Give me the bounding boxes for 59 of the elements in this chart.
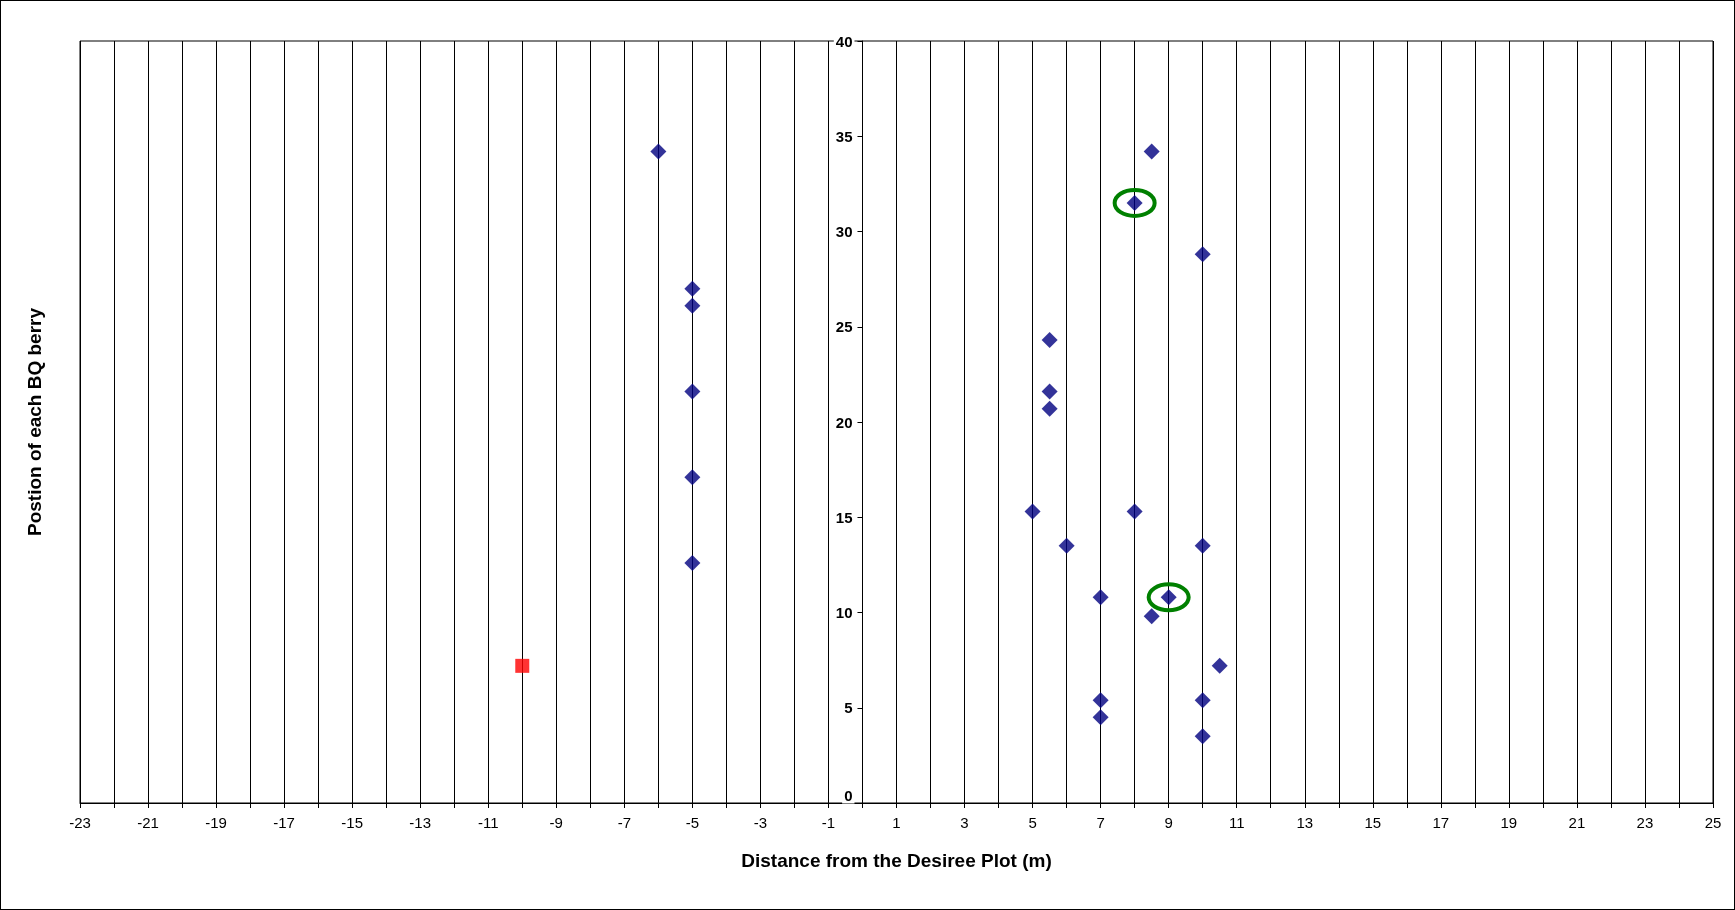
x-tick-label: 11 xyxy=(1228,814,1245,831)
point xyxy=(1058,537,1075,554)
point xyxy=(1194,537,1211,554)
y-tick-label: 20 xyxy=(835,413,853,431)
point xyxy=(1041,383,1058,400)
point xyxy=(684,383,701,400)
y-tick-label: 0 xyxy=(844,786,853,804)
x-tick-label: 13 xyxy=(1296,814,1314,831)
x-tick-label: 1 xyxy=(892,814,901,831)
point xyxy=(1143,143,1160,160)
x-tick-label: 7 xyxy=(1096,814,1105,831)
x-tick-label: -9 xyxy=(549,814,563,831)
point xyxy=(1143,608,1160,625)
x-tick-label: -3 xyxy=(753,814,768,831)
point xyxy=(650,143,667,160)
y-tick-label: 25 xyxy=(835,318,853,336)
point xyxy=(684,280,701,297)
x-tick-label: -21 xyxy=(137,814,159,831)
x-tick-label: -19 xyxy=(205,814,227,831)
x-tick-label: -5 xyxy=(685,814,700,831)
point xyxy=(1194,692,1211,709)
point xyxy=(684,297,701,314)
x-tick-label: 5 xyxy=(1028,814,1037,831)
point xyxy=(1092,589,1109,606)
x-tick-label: -17 xyxy=(273,814,295,831)
x-tick-label: -11 xyxy=(477,814,499,831)
y-tick-label: 5 xyxy=(844,699,853,717)
point xyxy=(1126,503,1143,520)
x-tick-label: -13 xyxy=(409,814,432,831)
x-tick-label: 17 xyxy=(1432,814,1450,831)
x-tick-label: 3 xyxy=(960,814,969,831)
y-tick-label: 40 xyxy=(835,32,853,50)
point xyxy=(1041,400,1058,417)
x-axis-title: Distance from the Desiree Plot (m) xyxy=(741,850,1052,871)
x-tick-label: -15 xyxy=(341,814,364,831)
point xyxy=(515,658,530,673)
point xyxy=(1092,709,1109,726)
y-tick-label: 35 xyxy=(835,127,853,145)
point xyxy=(1194,728,1211,745)
x-tick-label: 15 xyxy=(1364,814,1382,831)
point xyxy=(684,469,701,486)
point xyxy=(684,554,701,571)
y-tick-label: 10 xyxy=(835,604,853,621)
y-tick-label: 15 xyxy=(835,508,853,526)
point xyxy=(1092,692,1109,709)
y-tick-label: 30 xyxy=(835,223,853,240)
point xyxy=(1041,332,1058,349)
x-tick-label: 23 xyxy=(1636,814,1654,831)
x-tick-label: 25 xyxy=(1704,814,1722,831)
x-tick-label: -7 xyxy=(617,814,632,831)
y-axis-title: Postion of each BQ berry xyxy=(24,307,45,537)
x-tick-label: 9 xyxy=(1164,814,1173,831)
x-tick-label: -1 xyxy=(821,814,836,831)
point xyxy=(1024,503,1041,520)
x-tick-label: 19 xyxy=(1500,814,1518,831)
x-tick-label: -23 xyxy=(69,814,91,831)
point xyxy=(1211,657,1228,674)
point xyxy=(1194,246,1211,263)
x-tick-label: 21 xyxy=(1568,814,1586,831)
